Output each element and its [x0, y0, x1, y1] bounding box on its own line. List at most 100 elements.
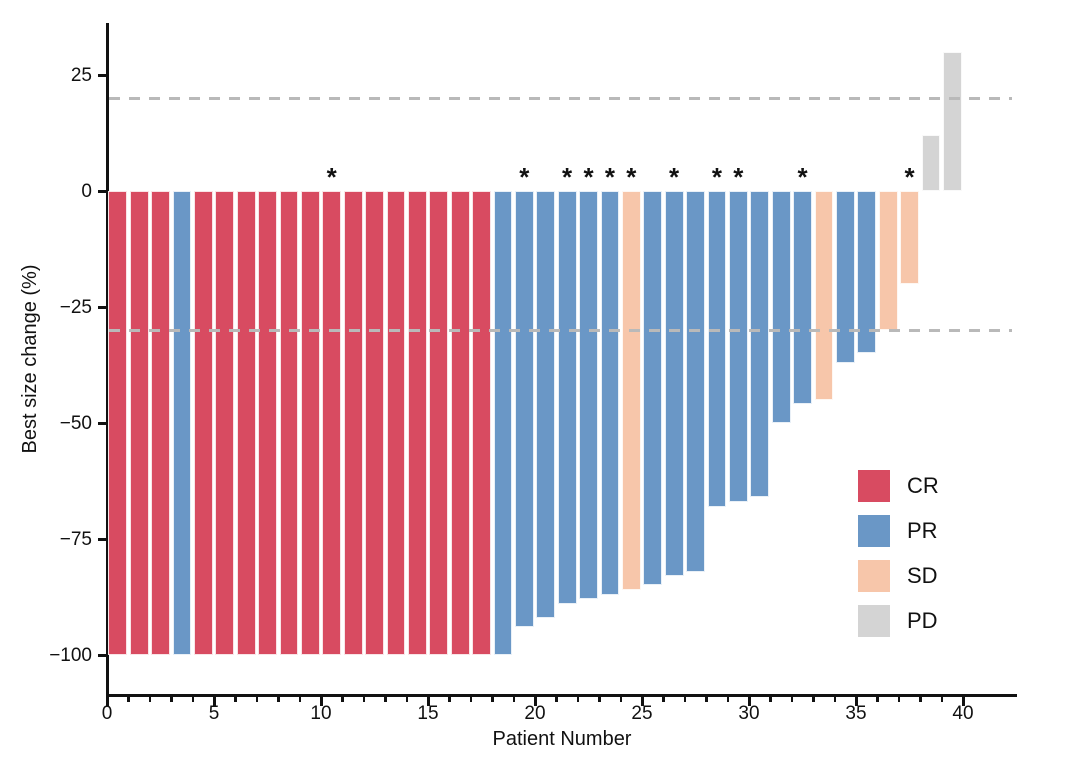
x-minor-tick-22 [576, 697, 580, 702]
bar-patient-27-pr [664, 191, 684, 577]
x-minor-tick-23 [598, 697, 601, 702]
asterisk-patient-30: * [733, 162, 744, 192]
bar-patient-39-pd [921, 135, 941, 191]
x-minor-tick-18 [491, 697, 494, 702]
x-major-tick-25 [641, 697, 644, 706]
bar-patient-16-cr [429, 191, 449, 655]
x-major-tick-10 [320, 697, 323, 706]
bar-patient-9-cr [279, 191, 299, 655]
asterisk-patient-25: * [626, 162, 637, 192]
asterisk-patient-20: * [519, 162, 530, 192]
bar-patient-19-pr [493, 191, 513, 655]
x-major-tick-40 [962, 697, 965, 706]
y-tick--25 [98, 305, 106, 309]
legend-item-pr: PR [858, 515, 939, 547]
bar-patient-3-cr [151, 191, 170, 655]
bar-patient-5-cr [194, 191, 213, 655]
x-major-tick-20 [534, 697, 537, 706]
bar-patient-34-sd [814, 191, 834, 400]
legend-item-pd: PD [858, 605, 939, 637]
bar-patient-29-pr [707, 191, 727, 507]
y-tick-label-0: 0 [81, 181, 92, 202]
asterisk-patient-24: * [604, 162, 615, 192]
bar-patient-20-pr [515, 191, 534, 628]
bar-patient-10-cr [301, 191, 320, 655]
x-minor-tick-34 [833, 697, 837, 702]
x-tick-label-25: 25 [631, 703, 653, 724]
y-tick--50 [98, 421, 106, 425]
x-minor-tick-14 [405, 697, 409, 702]
x-minor-tick-17 [469, 697, 473, 702]
legend-item-cr: CR [858, 470, 939, 502]
x-minor-tick-8 [277, 697, 280, 702]
x-minor-tick-32 [790, 697, 794, 702]
y-axis-line [106, 23, 109, 697]
x-tick-label-10: 10 [310, 703, 332, 724]
x-tick-label-35: 35 [845, 703, 867, 724]
bar-patient-14-cr [386, 191, 406, 655]
asterisk-patient-38: * [904, 162, 915, 192]
bar-patient-13-cr [365, 191, 384, 655]
legend-swatch-sd [858, 560, 890, 592]
bar-patient-21-pr [536, 191, 556, 618]
asterisk-patient-33: * [797, 162, 808, 192]
y-axis-title: Best size change (%) [19, 264, 41, 454]
y-tick-0 [98, 189, 106, 193]
bar-patient-33-pr [793, 191, 812, 405]
x-minor-tick-7 [255, 697, 259, 702]
reference-line--30 [109, 328, 1012, 332]
x-minor-tick-13 [384, 697, 387, 702]
asterisk-patient-27: * [669, 162, 680, 192]
legend-label-pd: PD [907, 608, 938, 633]
x-minor-tick-12 [362, 697, 366, 702]
bar-patient-30-pr [729, 191, 748, 502]
legend-label-sd: SD [907, 563, 938, 588]
x-major-tick-0 [106, 697, 109, 706]
x-tick-label-40: 40 [952, 703, 974, 724]
x-tick-label-30: 30 [738, 703, 760, 724]
legend-item-sd: SD [858, 560, 939, 592]
x-minor-tick-6 [234, 697, 237, 702]
x-axis-line [106, 694, 1017, 697]
legend-swatch-pr [858, 515, 890, 547]
bar-patient-11-cr [322, 191, 342, 655]
legend: CR PR SD PD [858, 470, 939, 650]
bar-patient-18-cr [472, 191, 491, 655]
x-minor-tick-2 [148, 697, 152, 702]
x-major-tick-30 [748, 697, 751, 706]
y-tick-label--50: −50 [59, 413, 92, 434]
bar-patient-4-pr [172, 191, 192, 655]
bar-patient-37-sd [878, 191, 898, 331]
y-tick--100 [98, 653, 106, 657]
x-minor-tick-38 [919, 697, 922, 702]
x-axis-title: Patient Number [492, 728, 632, 750]
y-tick--75 [98, 537, 106, 541]
x-minor-tick-4 [191, 697, 195, 702]
bar-patient-35-pr [836, 191, 855, 363]
x-minor-tick-1 [127, 697, 130, 702]
y-tick-label--75: −75 [59, 529, 92, 550]
bar-patient-23-pr [579, 191, 598, 600]
bar-patient-26-pr [643, 191, 663, 586]
x-minor-tick-28 [705, 697, 708, 702]
x-tick-label-5: 5 [208, 703, 220, 724]
bar-patient-25-sd [622, 191, 641, 590]
x-minor-tick-16 [448, 697, 451, 702]
x-major-tick-5 [213, 697, 216, 706]
x-tick-label-20: 20 [524, 703, 546, 724]
bar-patient-28-pr [686, 191, 705, 572]
bar-patient-17-cr [450, 191, 470, 655]
asterisk-patient-22: * [562, 162, 573, 192]
x-minor-tick-37 [897, 697, 901, 702]
bar-patient-2-cr [129, 191, 149, 655]
x-minor-tick-31 [769, 697, 772, 702]
x-minor-tick-33 [812, 697, 815, 702]
y-tick-label--100: −100 [49, 645, 92, 666]
x-minor-tick-21 [555, 697, 558, 702]
bar-patient-36-pr [857, 191, 877, 354]
x-minor-tick-11 [341, 697, 344, 702]
bar-patient-38-sd [900, 191, 919, 284]
x-minor-tick-3 [170, 697, 173, 702]
x-minor-tick-9 [298, 697, 302, 702]
